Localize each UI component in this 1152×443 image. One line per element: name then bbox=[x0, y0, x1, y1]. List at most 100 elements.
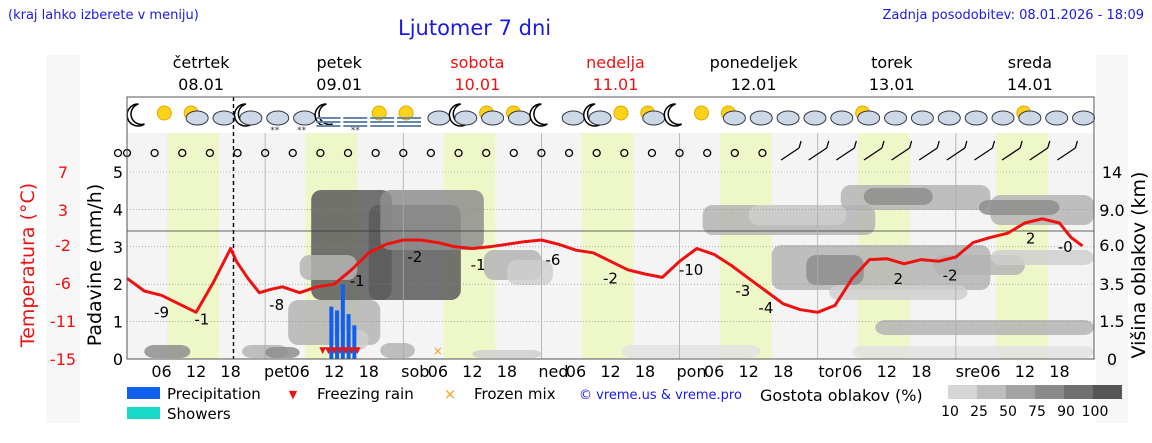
cloud-icon bbox=[803, 110, 827, 126]
legend: Precipitation Showers ▼ Freezing rain × Froze… bbox=[127, 385, 1122, 423]
x-tick-label: 12 bbox=[186, 362, 206, 381]
daylight-bands bbox=[127, 97, 1094, 359]
sun-cloud-icon bbox=[855, 105, 881, 126]
legend-precip-label: Precipitation bbox=[167, 385, 261, 403]
cloud-icon bbox=[1072, 110, 1096, 126]
x-tick-label: 06 bbox=[566, 362, 586, 381]
wind-barb bbox=[808, 147, 828, 161]
sun-icon bbox=[613, 105, 629, 121]
wind-barb-tick bbox=[991, 140, 996, 149]
x-tick-label: 06 bbox=[980, 362, 1000, 381]
moon-fog-icon bbox=[314, 103, 341, 127]
wind-barb-tick bbox=[1047, 140, 1051, 149]
day-name: petek bbox=[317, 53, 363, 72]
wind-barb bbox=[835, 147, 855, 161]
cloud-area bbox=[990, 250, 1094, 265]
temperature-label: 2 bbox=[894, 270, 904, 288]
cloud-area bbox=[852, 346, 1094, 358]
cloud-icon bbox=[830, 110, 854, 126]
cloud-height-tick: 14 bbox=[1102, 163, 1122, 182]
legend-showers-swatch bbox=[127, 407, 160, 419]
sun-icon bbox=[694, 105, 710, 121]
temperature-tick: 3 bbox=[58, 201, 68, 220]
x-tick-label: tor bbox=[818, 362, 841, 381]
wind-row bbox=[113, 140, 1078, 161]
day-date: 12.01 bbox=[731, 75, 777, 94]
cloud-area bbox=[978, 200, 1060, 215]
day-date: 08.01 bbox=[178, 75, 224, 94]
x-tick-label: pon bbox=[677, 362, 707, 381]
freezing-rain-marker: ▼ bbox=[319, 346, 326, 356]
wind-barb bbox=[1057, 147, 1076, 161]
temperature-label: 2 bbox=[1026, 230, 1036, 248]
cloud-area bbox=[875, 320, 1094, 335]
calm-wind-symbol bbox=[620, 148, 629, 158]
moon-cloud-icon bbox=[583, 103, 612, 127]
wind-barb-tick bbox=[881, 140, 885, 149]
cloud-icon bbox=[884, 110, 908, 126]
cloud-density bbox=[144, 185, 1094, 358]
chart-grid bbox=[127, 97, 1094, 359]
calm-wind-symbol bbox=[592, 148, 601, 158]
cloud-area bbox=[380, 190, 484, 250]
cloud-density-step: 50 bbox=[999, 404, 1017, 420]
day-name: sreda bbox=[1008, 53, 1052, 72]
calm-wind-symbol bbox=[564, 148, 574, 158]
freezing-rain-marker: ▼ bbox=[342, 346, 349, 356]
cloud-icon bbox=[1045, 110, 1069, 126]
day-name: torek bbox=[871, 53, 913, 72]
x-tick-label: 12 bbox=[738, 362, 758, 381]
wind-barb-tick bbox=[826, 140, 830, 149]
sun-icon bbox=[398, 105, 414, 121]
wind-barb-tick bbox=[964, 140, 968, 149]
wind-barb-tick bbox=[853, 140, 857, 149]
calm-wind-symbol bbox=[113, 148, 123, 158]
precip-bar bbox=[346, 314, 351, 359]
snow-flakes: ** bbox=[270, 126, 280, 136]
freezing-rain-marker: ▼ bbox=[331, 346, 338, 356]
wind-barb bbox=[918, 147, 938, 161]
wind-barb bbox=[1001, 147, 1021, 161]
temperature-tick: 7 bbox=[58, 163, 68, 182]
cloud-area bbox=[829, 285, 968, 300]
wind-barb-tick bbox=[936, 140, 940, 149]
moon-icon bbox=[663, 103, 683, 127]
cloud-shape bbox=[1045, 110, 1069, 126]
freezing-rain-marker: ▼ bbox=[337, 346, 344, 356]
cloud-density-swatch bbox=[1093, 385, 1122, 399]
cloud-icon bbox=[212, 110, 236, 126]
calm-wind-symbol bbox=[343, 148, 353, 158]
cloud-shape bbox=[830, 110, 854, 126]
temperature-label: -6 bbox=[545, 251, 560, 269]
day-name: sobota bbox=[450, 53, 504, 72]
x-tick-label: 12 bbox=[877, 362, 897, 381]
wind-barb-tick bbox=[1074, 140, 1078, 149]
cloud-icon bbox=[937, 110, 961, 126]
cloud-area bbox=[863, 188, 933, 205]
legend-frozen-label: Frozen mix bbox=[474, 385, 556, 403]
legend-precip-swatch bbox=[127, 387, 160, 399]
cloud-density-step: 25 bbox=[970, 404, 988, 420]
cloud-shape bbox=[937, 110, 961, 126]
temperature-axis-title: Temperatura (°C) bbox=[17, 183, 39, 348]
x-tick-label: pet bbox=[264, 362, 290, 381]
wind-barb bbox=[863, 147, 883, 161]
cloud-shape bbox=[293, 110, 317, 126]
legend-freezing-symbol: ▼ bbox=[289, 388, 298, 401]
precip-tick: 2 bbox=[113, 275, 123, 294]
sun-icon bbox=[156, 105, 172, 121]
temperature-label: -4 bbox=[758, 299, 773, 317]
cloud-shape bbox=[481, 110, 505, 126]
sun-icon bbox=[156, 105, 172, 121]
x-tick-label: 18 bbox=[359, 362, 379, 381]
cloud-density-swatch bbox=[1035, 385, 1064, 399]
precip-axis-title: Padavine (mm/h) bbox=[84, 184, 106, 347]
cloud-shape bbox=[588, 110, 612, 126]
cloud-area bbox=[806, 255, 864, 285]
calm-wind-symbol bbox=[233, 148, 242, 158]
left-axis-panel bbox=[46, 55, 80, 423]
weather-icon-row: ** ** ** bbox=[126, 97, 1096, 136]
temperature-label: -8 bbox=[269, 296, 284, 314]
day-date: 11.01 bbox=[593, 75, 639, 94]
frozen-mix-marker: × bbox=[433, 344, 443, 358]
